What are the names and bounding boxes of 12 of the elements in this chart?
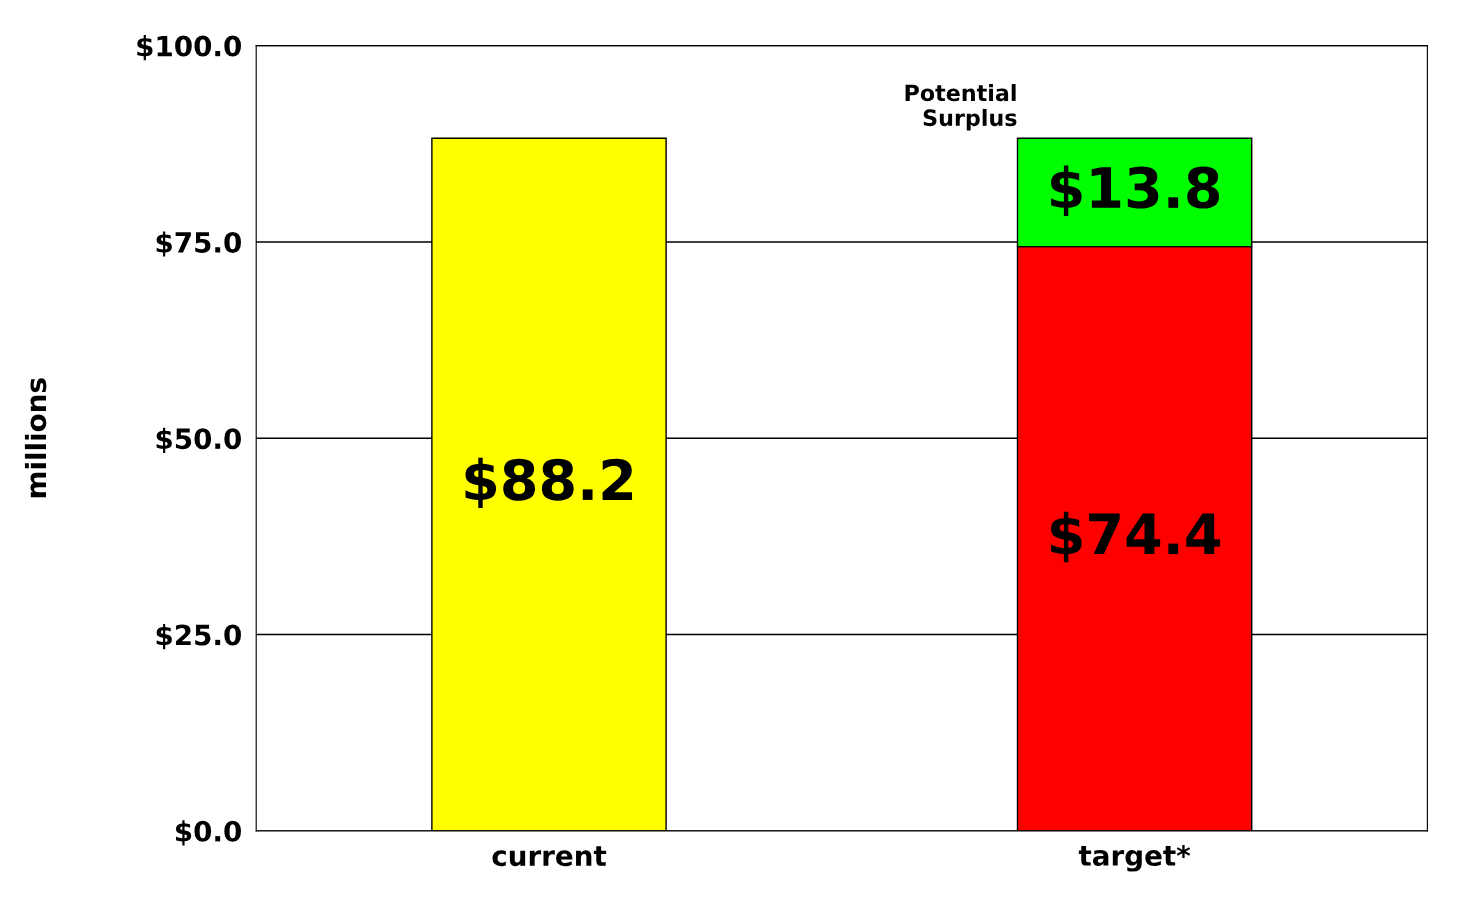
annotation: Potential Surplus: [905, 84, 1017, 131]
y-tick-label: $75.0: [156, 231, 241, 257]
data-label: $88.2: [465, 457, 633, 509]
y-tick-label: $25.0: [156, 623, 241, 650]
y-tick-label: $0.0: [175, 820, 241, 846]
y-tick-label: $100.0: [137, 35, 241, 61]
x-tick-label: target*: [1078, 844, 1191, 872]
x-tick-label: current: [492, 846, 607, 867]
y-tick-label: $50.0: [156, 427, 241, 453]
data-label: $74.4: [1051, 511, 1220, 563]
data-label: $13.8: [1051, 165, 1220, 216]
y-axis-title: millions: [24, 378, 47, 498]
